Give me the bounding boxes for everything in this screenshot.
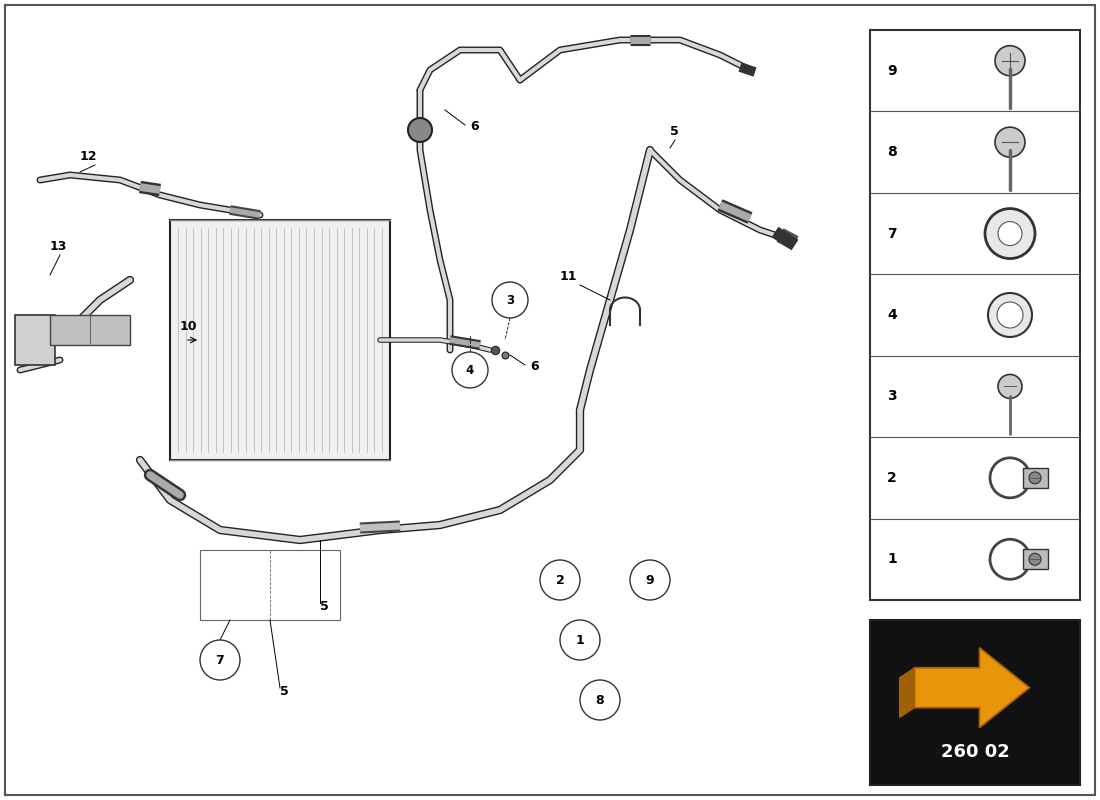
Text: 9: 9: [646, 574, 654, 586]
Text: 3: 3: [888, 390, 896, 403]
Circle shape: [560, 620, 600, 660]
Bar: [1023, 550, 1048, 570]
Text: 8: 8: [596, 694, 604, 706]
Text: 260 02: 260 02: [940, 743, 1010, 761]
Text: 8: 8: [887, 145, 896, 159]
Circle shape: [996, 46, 1025, 76]
Circle shape: [408, 118, 432, 142]
Bar: [15, 315, 55, 365]
Text: 5: 5: [670, 125, 679, 138]
Circle shape: [998, 374, 1022, 398]
Circle shape: [580, 680, 620, 720]
Circle shape: [452, 352, 488, 388]
Bar: [170, 220, 390, 460]
Text: 12: 12: [80, 150, 98, 163]
Text: 7: 7: [216, 654, 224, 666]
Circle shape: [984, 209, 1035, 258]
Text: 2: 2: [887, 471, 896, 485]
Text: 1: 1: [887, 552, 896, 566]
Text: 6: 6: [530, 360, 539, 373]
Text: 7: 7: [888, 226, 896, 241]
Circle shape: [1028, 554, 1041, 566]
Text: 4: 4: [887, 308, 896, 322]
Text: 2: 2: [556, 574, 564, 586]
Circle shape: [988, 293, 1032, 337]
Circle shape: [998, 222, 1022, 246]
Bar: [870, 30, 1080, 600]
Bar: [50, 315, 130, 345]
Bar: [1023, 468, 1048, 488]
Text: 10: 10: [180, 320, 198, 333]
Circle shape: [630, 560, 670, 600]
Text: 9: 9: [888, 64, 896, 78]
Circle shape: [200, 640, 240, 680]
Polygon shape: [914, 648, 1030, 728]
Text: 5: 5: [280, 685, 288, 698]
Text: 5: 5: [320, 600, 329, 613]
Text: 4: 4: [466, 363, 474, 377]
Text: 11: 11: [560, 270, 578, 283]
Circle shape: [492, 282, 528, 318]
Text: 13: 13: [50, 240, 67, 253]
Circle shape: [997, 302, 1023, 328]
Bar: [870, 620, 1080, 785]
Text: 6: 6: [470, 120, 478, 133]
Text: 3: 3: [506, 294, 514, 306]
Text: 1: 1: [575, 634, 584, 646]
Circle shape: [540, 560, 580, 600]
Bar: [200, 550, 340, 620]
Circle shape: [996, 127, 1025, 157]
Polygon shape: [900, 668, 914, 718]
Circle shape: [1028, 472, 1041, 484]
